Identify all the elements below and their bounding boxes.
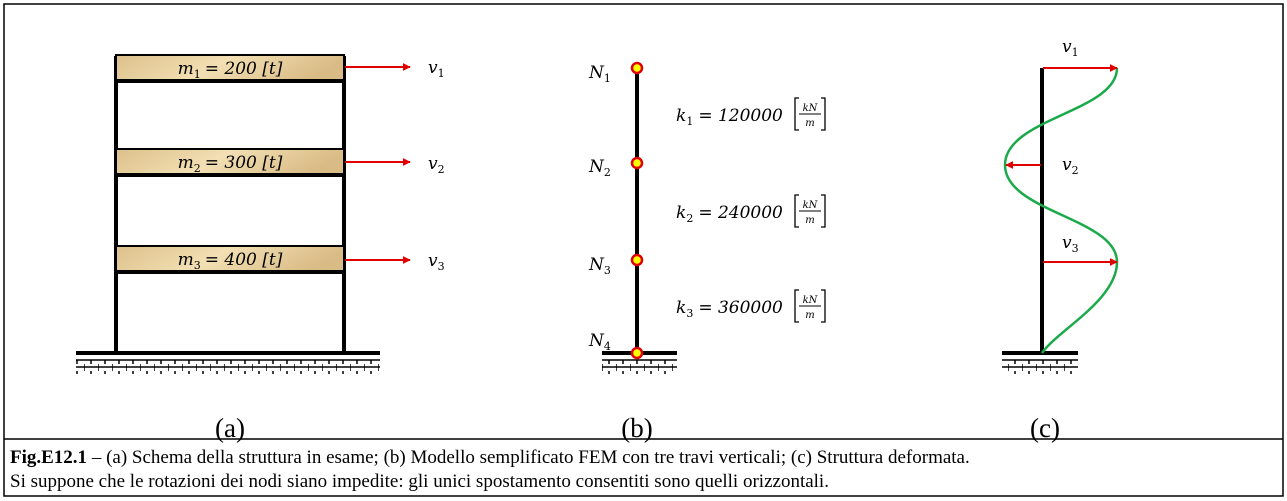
node-label: N3 bbox=[588, 255, 611, 277]
text-part: v bbox=[1062, 233, 1072, 253]
text-part: N bbox=[588, 157, 605, 177]
text-part: 1 bbox=[1072, 46, 1079, 59]
shape bbox=[76, 360, 380, 374]
displacement-label: v2 bbox=[1062, 155, 1079, 177]
text-part: v bbox=[1062, 37, 1072, 57]
text-part: 4 bbox=[604, 340, 611, 353]
text-part: – (a) Schema della struttura in esame; (… bbox=[87, 447, 970, 468]
text-part: v bbox=[1062, 155, 1072, 175]
node-label: N4 bbox=[588, 331, 611, 353]
deformed-shape bbox=[1005, 68, 1117, 353]
text-part: m bbox=[178, 153, 194, 173]
text-part: k bbox=[676, 298, 686, 318]
mass-label: m3 = 400 [t] bbox=[178, 250, 283, 272]
stiffness-label: k2 = 240000 kN m bbox=[676, 195, 825, 227]
stiffness-text: k3 = 360000 bbox=[676, 298, 783, 320]
text-part: 3 bbox=[686, 307, 693, 320]
text-part: 1 bbox=[438, 67, 445, 80]
stiffness-text: k2 = 240000 bbox=[676, 203, 783, 225]
panel-label: (b) bbox=[621, 413, 652, 443]
text-part: v bbox=[428, 58, 438, 78]
text-part: Fig.E12.1 bbox=[10, 447, 87, 468]
node bbox=[632, 348, 642, 358]
displacement-label: v3 bbox=[428, 251, 445, 273]
stiffness-text: k1 = 120000 bbox=[676, 106, 783, 128]
text-part: 2 bbox=[194, 162, 201, 175]
mass-label: m1 = 200 [t] bbox=[178, 59, 283, 81]
panel-label: (a) bbox=[215, 413, 245, 443]
displacement-label: v2 bbox=[428, 154, 445, 176]
displacement-label: v1 bbox=[1062, 37, 1079, 59]
text-part: = 360000 bbox=[698, 298, 783, 318]
stiffness-label: k3 = 360000 kN m bbox=[676, 290, 825, 322]
text-part: 1 bbox=[194, 68, 201, 81]
text-part: N bbox=[588, 63, 605, 83]
unit-denominator: m bbox=[805, 310, 814, 321]
unit-denominator: m bbox=[805, 118, 814, 129]
text-part: = 400 [t] bbox=[205, 250, 283, 270]
text-part: 1 bbox=[686, 115, 693, 128]
panel-a: m1= 200 [t] m2= 300 [t] m3= 400 [t] v1 v… bbox=[76, 55, 445, 443]
text-part: = 200 [t] bbox=[205, 59, 283, 79]
text-part: = 300 [t] bbox=[205, 153, 283, 173]
text-part: 3 bbox=[604, 264, 611, 277]
text-part: 2 bbox=[438, 163, 445, 176]
text-part: N bbox=[588, 331, 605, 351]
text-part: 1 bbox=[604, 72, 611, 85]
node-label: N2 bbox=[588, 157, 611, 179]
text-part: v bbox=[428, 154, 438, 174]
text-part: 3 bbox=[1072, 242, 1079, 255]
text-part: k bbox=[676, 106, 686, 126]
node bbox=[632, 158, 642, 168]
text-part: m bbox=[178, 250, 194, 270]
text-part: = 240000 bbox=[698, 203, 783, 223]
text-part: k bbox=[676, 203, 686, 223]
panel-b: N1 N2 N3 N4 k1= 120000 kN m k2= 240000 k… bbox=[588, 63, 825, 443]
text-part: 2 bbox=[1072, 164, 1079, 177]
node-label: N1 bbox=[588, 63, 611, 85]
unit-denominator: m bbox=[805, 215, 814, 226]
node bbox=[632, 255, 642, 265]
figure: m1= 200 [t] m2= 300 [t] m3= 400 [t] v1 v… bbox=[0, 0, 1287, 501]
unit-numerator: kN bbox=[803, 103, 819, 114]
displacement-label: v1 bbox=[428, 58, 445, 80]
panel-c: v1 v2 v3 (c) bbox=[1002, 37, 1117, 443]
mass-label: m2 = 300 [t] bbox=[178, 153, 283, 175]
text-part: 2 bbox=[686, 212, 693, 225]
shape bbox=[1002, 360, 1078, 374]
text-part: = 120000 bbox=[698, 106, 783, 126]
text-part: v bbox=[428, 251, 438, 271]
shape bbox=[602, 360, 677, 374]
node bbox=[632, 63, 642, 73]
text-part: 2 bbox=[604, 166, 611, 179]
caption-note: Si suppone che le rotazioni dei nodi sia… bbox=[10, 471, 829, 492]
unit-numerator: kN bbox=[803, 200, 819, 211]
unit-numerator: kN bbox=[803, 295, 819, 306]
ground bbox=[76, 353, 380, 374]
text-part: 3 bbox=[438, 260, 445, 273]
displacement-label: v3 bbox=[1062, 233, 1079, 255]
text-part: 3 bbox=[194, 259, 201, 272]
stiffness-label: k1 = 120000 kN m bbox=[676, 98, 825, 130]
ground bbox=[1002, 353, 1078, 374]
text-part: m bbox=[178, 59, 194, 79]
caption: Fig.E12.1 – (a) Schema della struttura i… bbox=[10, 447, 970, 468]
text-part: N bbox=[588, 255, 605, 275]
panel-label: (c) bbox=[1030, 413, 1060, 443]
